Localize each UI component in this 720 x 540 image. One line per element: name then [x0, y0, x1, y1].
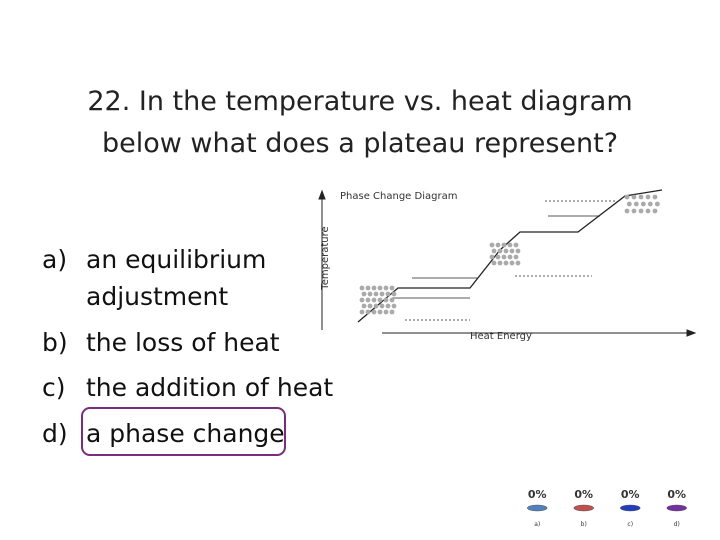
particle [379, 291, 385, 297]
category-label: c) [627, 521, 633, 528]
particle [497, 248, 503, 254]
particle [515, 260, 521, 266]
diagram: Phase Change Diagram Temperature Heat En… [318, 189, 697, 342]
particle [377, 297, 383, 303]
particle [379, 303, 385, 309]
particle [497, 260, 503, 266]
answer-text: the addition of heat [86, 373, 333, 402]
particle [652, 194, 658, 200]
particle [626, 201, 632, 207]
particle [509, 260, 515, 266]
particle [385, 303, 391, 309]
title-line: below what does a plateau represent? [102, 128, 618, 159]
particle [631, 208, 637, 214]
bar-base [527, 504, 548, 512]
particle [389, 285, 395, 291]
diagram-y-label: Temperature [320, 226, 331, 290]
particle [495, 242, 501, 248]
particle [489, 242, 495, 248]
particle [631, 194, 637, 200]
diagram-x-label: Heat Energy [470, 331, 532, 342]
particle [377, 285, 383, 291]
particle [513, 254, 519, 260]
particle [515, 248, 521, 254]
particle [638, 208, 644, 214]
particle [491, 260, 497, 266]
answer-text: an equilibrium [86, 245, 266, 274]
bar-base [573, 504, 594, 512]
particle [638, 194, 644, 200]
value-label: 0% [667, 488, 686, 501]
answer-label: c) [42, 373, 66, 402]
particle [383, 285, 389, 291]
particle [501, 242, 507, 248]
value-label: 0% [621, 488, 640, 501]
particle [654, 201, 660, 207]
category-label: d) [674, 521, 680, 528]
particle [503, 260, 509, 266]
particle [391, 291, 397, 297]
particle [389, 309, 395, 315]
particle [359, 285, 365, 291]
particle [503, 248, 509, 254]
particle [365, 309, 371, 315]
particle [513, 242, 519, 248]
particle [507, 242, 513, 248]
value-label: 0% [574, 488, 593, 501]
particle [624, 194, 630, 200]
particle [645, 208, 651, 214]
particle [383, 309, 389, 315]
particle [359, 297, 365, 303]
answer-highlight [81, 407, 286, 456]
particle [385, 291, 391, 297]
particle [371, 297, 377, 303]
particle [391, 303, 397, 309]
answer-text: a phase change [86, 419, 285, 448]
particle [361, 303, 367, 309]
answer-text: the loss of heat [86, 328, 280, 357]
category-label: a) [534, 521, 540, 528]
bar-base [666, 504, 687, 512]
title-line: 22. In the temperature vs. heat diagram [87, 86, 632, 117]
answer-text: adjustment [86, 282, 228, 311]
particle [652, 208, 658, 214]
particle [509, 248, 515, 254]
particle [645, 194, 651, 200]
answer-label: b) [42, 328, 68, 357]
answer-label: d) [42, 419, 68, 448]
particle [365, 297, 371, 303]
particle [367, 303, 373, 309]
particle [373, 303, 379, 309]
category-label: b) [581, 521, 587, 528]
particle [377, 309, 383, 315]
particle [624, 208, 630, 214]
particle [507, 254, 513, 260]
particle [371, 285, 377, 291]
particle [495, 254, 501, 260]
particle [373, 291, 379, 297]
particle [501, 254, 507, 260]
particle [371, 309, 377, 315]
particle [647, 201, 653, 207]
particle [389, 297, 395, 303]
particle [361, 291, 367, 297]
particle [367, 291, 373, 297]
answer-label: a) [42, 245, 67, 274]
particle [359, 309, 365, 315]
particle [383, 297, 389, 303]
particle [640, 201, 646, 207]
bar-base [620, 504, 641, 512]
diagram-title: Phase Change Diagram [340, 191, 457, 202]
particle [365, 285, 371, 291]
particle [633, 201, 639, 207]
particle [491, 248, 497, 254]
value-label: 0% [528, 488, 547, 501]
particle [489, 254, 495, 260]
